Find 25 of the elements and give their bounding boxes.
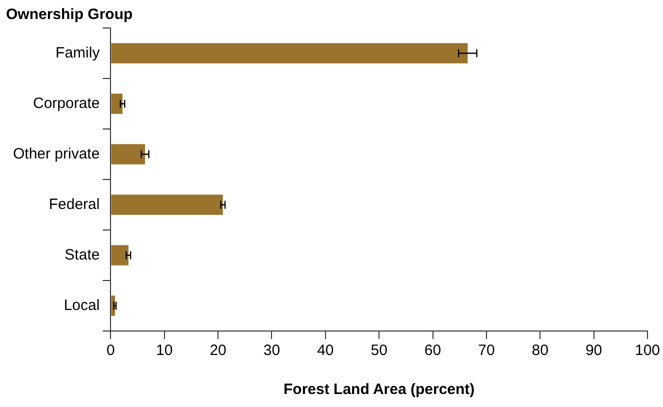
x-tick-label: 10 [156, 342, 173, 360]
bar [111, 94, 123, 114]
y-axis-title: Ownership Group [6, 6, 133, 23]
x-tick-label: 40 [317, 342, 334, 360]
y-tick-label: Family [56, 44, 100, 62]
x-tick-label: 0 [106, 342, 115, 360]
x-tick-label: 100 [634, 342, 660, 360]
x-tick-label: 90 [585, 342, 602, 360]
x-tick-label: 60 [424, 342, 442, 360]
x-tick-label: 50 [370, 342, 388, 360]
y-tick-label: State [64, 246, 100, 264]
x-tick-label: 20 [210, 342, 226, 360]
x-tick-label: 80 [532, 342, 548, 360]
y-tick-label: Federal [48, 196, 100, 213]
bar [111, 144, 146, 164]
x-tick-label: 70 [478, 342, 495, 360]
bar [111, 43, 468, 64]
y-tick-label: Other private [12, 145, 100, 162]
bar [111, 245, 128, 266]
x-tick-label: 30 [263, 342, 280, 360]
x-axis-title: Forest Land Area (percent) [284, 381, 475, 398]
y-tick-label: Local [64, 296, 100, 314]
bar [111, 296, 115, 316]
bar [111, 194, 223, 215]
y-tick-label: Corporate [33, 94, 100, 112]
